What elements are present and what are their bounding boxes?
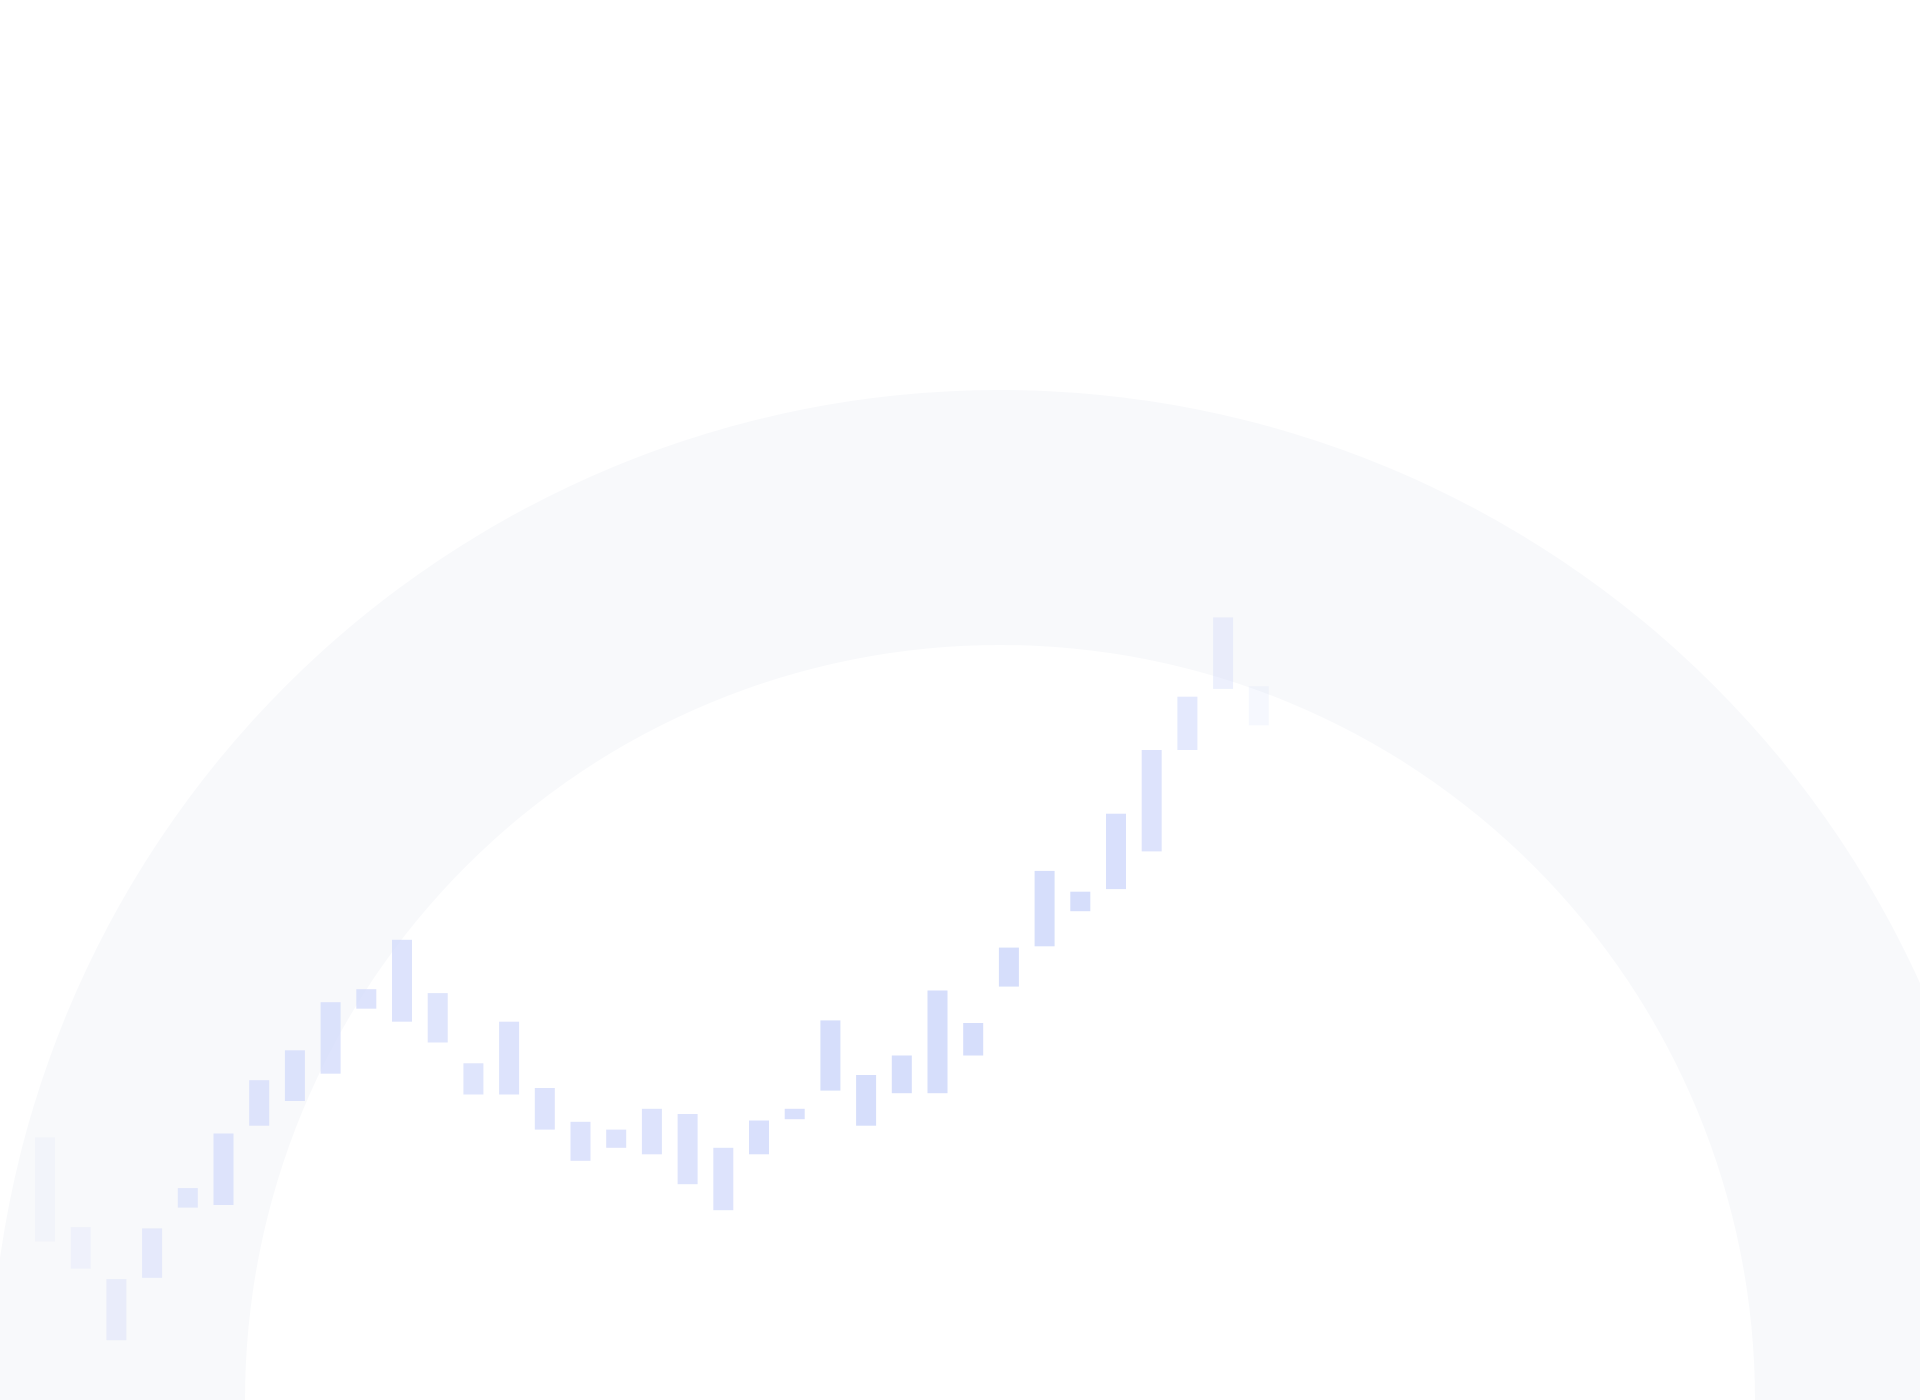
candle-21 <box>749 1121 769 1155</box>
candle-20 <box>713 1148 733 1210</box>
candle-28 <box>999 948 1019 987</box>
candle-24 <box>856 1075 876 1126</box>
candle-19 <box>678 1114 698 1184</box>
candle-25 <box>892 1056 912 1094</box>
candle-1 <box>35 1137 55 1241</box>
candle-13 <box>463 1063 483 1094</box>
candle-35 <box>1249 686 1269 725</box>
candle-11 <box>392 940 412 1022</box>
candle-17 <box>606 1130 626 1148</box>
candle-3 <box>106 1279 126 1340</box>
candle-5 <box>178 1188 198 1208</box>
candle-4 <box>142 1228 162 1277</box>
candle-2 <box>71 1227 91 1269</box>
candle-18 <box>642 1109 662 1155</box>
candle-9 <box>321 1002 341 1073</box>
candle-22 <box>785 1109 805 1119</box>
candle-6 <box>214 1134 234 1206</box>
candle-23 <box>820 1020 840 1090</box>
candle-16 <box>571 1122 591 1161</box>
background-arc <box>0 390 1920 1400</box>
candle-7 <box>249 1080 269 1126</box>
candle-33 <box>1177 697 1197 750</box>
candle-26 <box>928 991 948 1094</box>
candle-10 <box>356 989 376 1009</box>
candle-31 <box>1106 814 1126 889</box>
candle-34 <box>1213 617 1233 689</box>
candle-15 <box>535 1088 555 1130</box>
candle-32 <box>1142 750 1162 851</box>
candle-14 <box>499 1022 519 1095</box>
candle-30 <box>1070 892 1090 912</box>
candle-8 <box>285 1050 305 1101</box>
candle-29 <box>1035 871 1055 946</box>
candle-12 <box>428 993 448 1042</box>
candle-27 <box>963 1023 983 1056</box>
